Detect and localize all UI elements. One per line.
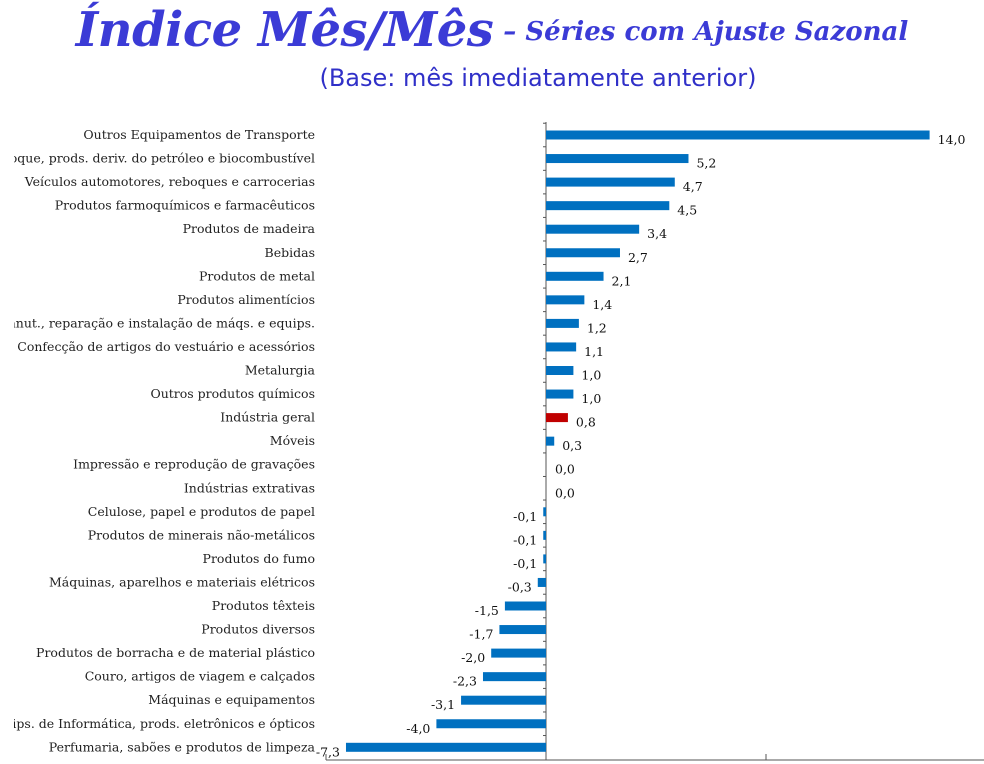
category-label: Manut., reparação e instalação de máqs. … xyxy=(14,315,315,330)
bar xyxy=(546,271,604,281)
category-label: Celulose, papel e produtos de papel xyxy=(88,504,315,519)
category-label: Produtos diversos xyxy=(201,622,315,637)
value-label: 4,5 xyxy=(677,203,697,218)
bar xyxy=(546,436,555,446)
chart-panel: Outros Equipamentos de Transporte 14,0 Coq… xyxy=(14,114,984,764)
category-label: Máquinas, aparelhos e materiais elétrico… xyxy=(49,574,315,589)
bar xyxy=(546,201,670,211)
category-label: Confecção de artigos do vestuário e aces… xyxy=(17,339,315,354)
bar xyxy=(546,413,568,423)
category-label: Couro, artigos de viagem e calçados xyxy=(85,669,315,684)
category-label: Indústria geral xyxy=(220,410,315,425)
value-label: 1,4 xyxy=(592,297,612,312)
bar xyxy=(546,295,585,305)
value-label: -0,1 xyxy=(513,509,537,524)
bar xyxy=(546,224,640,234)
bar xyxy=(543,554,546,564)
category-label: Produtos alimentícios xyxy=(177,292,315,307)
value-label: 1,0 xyxy=(581,368,601,383)
chart-title-suffix: – Séries com Ajuste Sazonal xyxy=(503,17,909,47)
bar xyxy=(546,154,689,164)
value-label: -1,5 xyxy=(475,603,499,618)
bar xyxy=(537,577,546,587)
bar xyxy=(543,507,546,517)
value-label: 0,0 xyxy=(555,485,575,500)
value-label: -7,3 xyxy=(316,744,340,759)
value-label: 5,2 xyxy=(696,156,716,171)
bar xyxy=(491,648,546,658)
value-label: 14,0 xyxy=(938,132,966,147)
chart-subtitle: (Base: mês imediatamente anterior) xyxy=(319,64,757,92)
bar xyxy=(546,389,574,399)
chart-header: Índice Mês/Mês – Séries com Ajuste Sazona… xyxy=(0,0,984,112)
value-label: 4,7 xyxy=(683,179,703,194)
value-label: 3,4 xyxy=(647,226,667,241)
category-label: Perfumaria, sabões e produtos de limpeza xyxy=(49,739,316,754)
value-label: -1,7 xyxy=(469,627,493,642)
category-label: Indústrias extrativas xyxy=(184,480,315,495)
category-label: Produtos do fumo xyxy=(203,551,315,566)
bar xyxy=(345,742,546,752)
bar xyxy=(482,672,546,682)
value-label: -0,1 xyxy=(513,556,537,571)
category-label: Máquinas e equipamentos xyxy=(148,692,315,707)
category-label: Metalurgia xyxy=(245,363,316,378)
value-label: 1,0 xyxy=(581,391,601,406)
chart-title: Índice Mês/Mês xyxy=(75,2,494,58)
bar xyxy=(436,719,546,729)
bar xyxy=(546,366,574,375)
category-label: Outros produtos químicos xyxy=(150,386,315,401)
bar xyxy=(546,342,577,352)
value-label: 0,8 xyxy=(576,415,596,430)
bar xyxy=(499,625,546,635)
title-line: Índice Mês/Mês – Séries com Ajuste Sazona… xyxy=(0,0,984,62)
category-label: Produtos de borracha e de material plást… xyxy=(36,645,315,660)
value-label: -4,0 xyxy=(406,721,430,736)
bar xyxy=(546,318,579,328)
value-label: 2,1 xyxy=(612,273,632,288)
category-label: Produtos de metal xyxy=(199,268,315,283)
category-label: Produtos de madeira xyxy=(183,221,316,236)
value-label: -2,0 xyxy=(461,650,485,665)
value-label: 0,3 xyxy=(562,438,582,453)
bar-chart: Outros Equipamentos de Transporte 14,0 Coq… xyxy=(14,122,984,761)
value-label: -3,1 xyxy=(431,697,455,712)
value-label: 2,7 xyxy=(628,250,648,265)
category-label: Bebidas xyxy=(265,245,315,260)
category-label: Veículos automotores, reboques e carroce… xyxy=(24,174,315,189)
bar xyxy=(543,530,546,540)
bar xyxy=(546,248,620,258)
category-label: Produtos farmoquímicos e farmacêuticos xyxy=(55,198,315,213)
bar xyxy=(461,695,546,705)
bar xyxy=(504,601,546,611)
value-label: -2,3 xyxy=(453,674,477,689)
value-label: 1,1 xyxy=(584,344,604,359)
category-label: Produtos de minerais não-metálicos xyxy=(88,527,315,542)
category-label: Equips. de Informática, prods. eletrônic… xyxy=(14,716,315,731)
category-label: Móveis xyxy=(270,433,315,448)
bar xyxy=(546,130,930,140)
category-label: Outros Equipamentos de Transporte xyxy=(83,127,315,142)
value-label: -0,3 xyxy=(508,579,532,594)
bar xyxy=(546,177,675,187)
value-label: 0,0 xyxy=(555,462,575,477)
value-label: -0,1 xyxy=(513,532,537,547)
category-label: Produtos têxteis xyxy=(212,598,315,613)
value-label: 1,2 xyxy=(587,320,607,335)
category-label: Coque, prods. deriv. do petróleo e bioco… xyxy=(14,151,315,166)
category-label: Impressão e reprodução de gravações xyxy=(73,457,315,472)
